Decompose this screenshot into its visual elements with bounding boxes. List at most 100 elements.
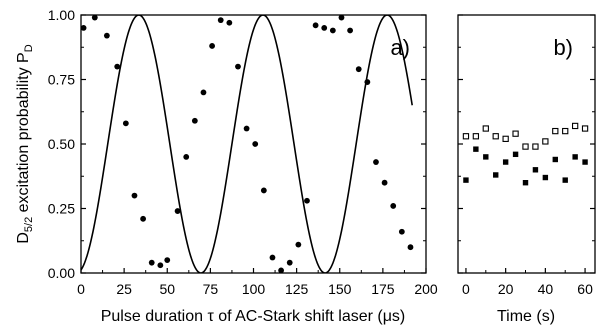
y-title-d-subscript: 5/2	[23, 217, 35, 232]
data-point	[398, 228, 405, 235]
data-point	[364, 79, 371, 85]
y-title-rest: excitation probability P	[15, 52, 32, 217]
open-square-point	[581, 125, 589, 132]
panel-a-y-ticks: 0.00 0.25 0.50 0.75 1.00	[48, 7, 426, 281]
a-x-tick-label: 25	[116, 281, 132, 297]
filled-square-point	[473, 146, 479, 152]
data-point	[140, 215, 147, 222]
data-point	[347, 27, 353, 34]
data-point	[269, 254, 276, 261]
data-point	[243, 125, 250, 132]
data-point	[200, 89, 207, 96]
data-point	[329, 27, 336, 34]
data-point	[321, 25, 328, 31]
data-point	[114, 63, 121, 70]
open-square-point	[502, 135, 509, 142]
b-x-tick-label: 60	[577, 281, 593, 297]
b-x-tick-label: 0	[462, 281, 470, 297]
panel-a-data-layer	[80, 14, 414, 274]
data-point	[286, 259, 293, 266]
open-square-point	[492, 133, 499, 140]
panel-a-y-axis-title: D5/2 excitation probability PD	[15, 44, 35, 243]
data-point	[183, 154, 190, 160]
data-point	[278, 267, 284, 274]
a-x-tick-label: 0	[77, 281, 85, 297]
open-square-point	[512, 130, 519, 137]
data-point	[295, 241, 302, 248]
filled-square-point	[483, 154, 489, 160]
filled-square-point	[522, 180, 529, 186]
panel-a-x-axis-title: Pulse duration τ of AC-Stark shift laser…	[101, 308, 406, 325]
data-point	[235, 63, 241, 70]
filled-square-point	[542, 174, 549, 181]
filled-square-point	[493, 172, 499, 178]
data-point	[407, 244, 414, 251]
open-square-point	[542, 138, 549, 145]
data-point	[191, 117, 198, 124]
data-point	[174, 208, 181, 214]
y-title-p-subscript: D	[23, 44, 35, 52]
data-point	[355, 66, 362, 73]
data-point	[131, 192, 138, 199]
filled-square-point	[582, 159, 588, 165]
data-point	[122, 120, 129, 127]
data-point	[217, 17, 224, 24]
data-point	[226, 19, 233, 26]
open-square-point	[522, 143, 529, 150]
panel-b-label: b)	[553, 35, 573, 60]
a-x-tick-label: 150	[328, 281, 352, 297]
filled-square-point	[562, 177, 568, 183]
a-y-tick-label: 0.00	[48, 265, 75, 281]
a-y-tick-label: 0.75	[48, 72, 75, 88]
open-square-point	[482, 125, 489, 132]
filled-square-point	[532, 167, 539, 173]
a-x-tick-label: 75	[203, 281, 219, 297]
panel-a-x-ticks: 0 25 50 75 100 125 150 175 200	[77, 268, 438, 297]
data-point	[381, 179, 388, 186]
panel-b: 0 20 40 60 b) Time (s)	[457, 14, 596, 325]
data-point	[304, 197, 310, 204]
data-point	[103, 32, 110, 39]
b-x-tick-label: 40	[538, 281, 554, 297]
filled-square-point	[572, 154, 578, 160]
a-y-tick-label: 0.25	[48, 201, 75, 217]
data-point	[390, 203, 397, 209]
panel-a: 0 25 50 75 100 125 150 175 200 0.00 0.25 0.50 0.75 1…	[15, 7, 438, 325]
panel-b-x-ticks: 0 20 40 60	[462, 268, 593, 297]
a-x-tick-label: 200	[414, 281, 438, 297]
filled-square-point	[502, 159, 509, 165]
a-x-tick-label: 175	[371, 281, 395, 297]
data-point	[91, 14, 98, 21]
data-point	[252, 141, 259, 147]
data-point	[80, 25, 87, 31]
a-x-tick-label: 50	[159, 281, 175, 297]
data-point	[209, 43, 216, 49]
data-point	[157, 262, 164, 269]
filled-square-point	[552, 156, 558, 163]
filled-square-point	[463, 177, 469, 183]
y-title-d: D	[15, 232, 32, 244]
open-square-point	[472, 133, 480, 140]
open-square-point	[462, 133, 470, 140]
b-x-tick-label: 20	[498, 281, 514, 297]
fit-curve	[81, 15, 413, 273]
data-point	[338, 14, 345, 21]
data-point	[260, 187, 267, 194]
a-x-tick-label: 125	[285, 281, 309, 297]
panel-b-x-axis-title: Time (s)	[497, 308, 555, 325]
panel-b-y-ticks	[458, 14, 595, 274]
data-point	[148, 259, 155, 266]
data-point	[164, 257, 171, 263]
a-x-tick-label: 100	[242, 281, 266, 297]
data-point	[373, 159, 379, 165]
a-y-tick-label: 0.50	[48, 136, 75, 152]
open-square-point	[532, 143, 539, 150]
open-square-point	[562, 127, 569, 135]
a-y-tick-label: 1.00	[48, 7, 75, 23]
panel-b-data-layer	[462, 122, 589, 186]
filled-square-point	[512, 151, 519, 158]
open-square-point	[571, 122, 579, 130]
panel-a-label: a)	[390, 35, 410, 60]
data-point	[312, 22, 319, 29]
